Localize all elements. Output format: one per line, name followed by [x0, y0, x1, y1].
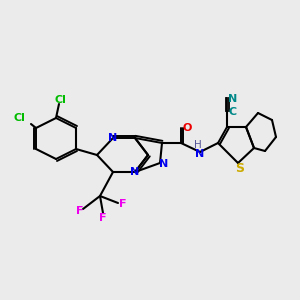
Text: N: N	[130, 167, 140, 177]
Text: C: C	[229, 107, 237, 117]
Text: Cl: Cl	[54, 95, 66, 105]
Text: S: S	[236, 163, 244, 176]
Text: F: F	[99, 213, 107, 223]
Text: N: N	[195, 149, 205, 159]
Text: N: N	[159, 159, 169, 169]
Text: F: F	[76, 206, 84, 216]
Text: F: F	[119, 199, 127, 209]
Text: O: O	[182, 123, 192, 133]
Text: H: H	[194, 140, 202, 150]
Text: N: N	[228, 94, 238, 104]
Text: Cl: Cl	[13, 113, 25, 123]
Text: N: N	[108, 133, 118, 143]
